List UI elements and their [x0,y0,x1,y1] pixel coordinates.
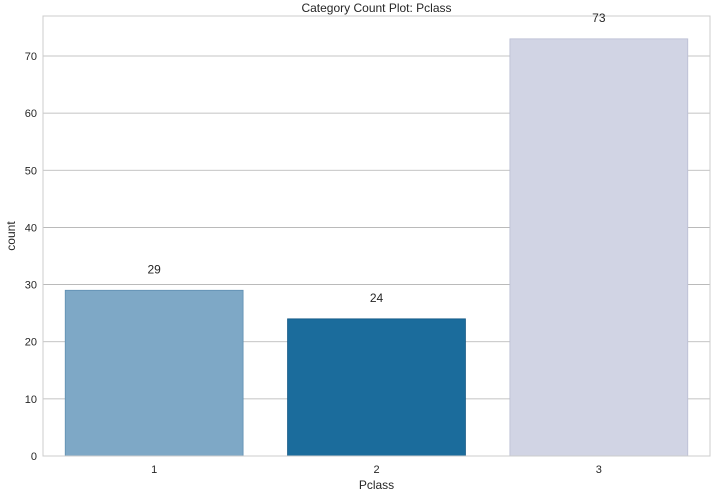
y-tick-labels: 0 10 20 30 40 50 60 70 [25,51,37,463]
y-tick-label: 0 [31,451,37,463]
data-labels: 29 24 73 [147,11,605,305]
y-tick-label: 30 [25,280,37,292]
y-tick-label: 10 [25,394,37,406]
x-axis-label: Pclass [359,478,394,492]
bar-value-label: 29 [147,262,161,276]
y-tick-label: 60 [25,108,37,120]
y-axis-label: count [4,221,18,251]
plot-frame [42,15,711,457]
y-tick-label: 20 [25,337,37,349]
x-tick-label: 1 [151,464,157,476]
x-tick-labels: 1 2 3 [151,464,602,476]
bar-value-label: 73 [592,11,606,25]
chart-title: Category Count Plot: Pclass [301,1,451,15]
x-tick-label: 2 [373,464,379,476]
y-tick-label: 70 [25,51,37,63]
bars [64,38,689,457]
bar-pclass-1 [64,289,244,457]
bar-pclass-3 [509,38,689,457]
y-tick-label: 50 [25,165,37,177]
bar-value-label: 24 [370,291,384,305]
y-tick-label: 40 [25,222,37,234]
bar-pclass-2 [287,318,466,457]
x-tick-label: 3 [596,464,602,476]
